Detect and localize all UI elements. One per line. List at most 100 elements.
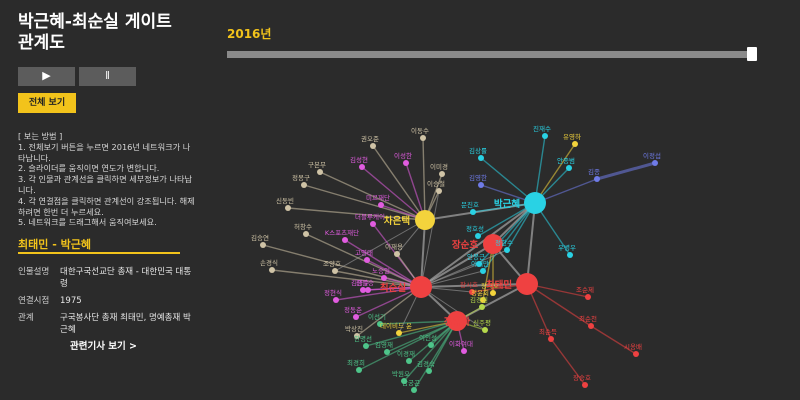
person-node[interactable] [394, 251, 400, 257]
person-node[interactable] [303, 231, 309, 237]
person-node[interactable] [585, 294, 591, 300]
person-node[interactable] [490, 290, 496, 296]
person-node[interactable] [317, 169, 323, 175]
person-node[interactable] [359, 164, 365, 170]
relation-edge[interactable] [480, 157, 536, 204]
person-node[interactable] [353, 314, 359, 320]
person-node[interactable] [378, 202, 384, 208]
person-node[interactable] [403, 160, 409, 166]
person-node[interactable] [411, 387, 417, 393]
person-node[interactable] [332, 268, 338, 274]
person-node[interactable] [420, 135, 426, 141]
person-node[interactable] [428, 342, 434, 348]
relation-edge[interactable] [420, 249, 508, 288]
relation-edge[interactable] [420, 190, 440, 288]
view-all-button[interactable]: 전체 보기 [18, 93, 76, 113]
person-node[interactable] [381, 275, 387, 281]
relation-edge[interactable] [420, 219, 426, 288]
person-node[interactable] [377, 321, 383, 327]
person-node[interactable] [548, 336, 554, 342]
relation-edge[interactable] [287, 207, 426, 221]
person-node[interactable] [461, 348, 467, 354]
relation-edge[interactable] [365, 320, 458, 347]
hub-node[interactable] [415, 210, 435, 230]
relation-edge[interactable] [534, 143, 576, 204]
relation-edge[interactable] [361, 166, 426, 221]
relation-edge[interactable] [534, 178, 598, 204]
person-node[interactable] [356, 367, 362, 373]
person-node[interactable] [572, 141, 578, 147]
relation-edge[interactable] [319, 171, 426, 221]
relation-edge[interactable] [590, 325, 637, 355]
person-node[interactable] [475, 233, 481, 239]
person-node[interactable] [333, 297, 339, 303]
hub-node[interactable] [447, 311, 467, 331]
relation-edge[interactable] [420, 243, 494, 288]
person-node[interactable] [365, 287, 371, 293]
person-node[interactable] [364, 257, 370, 263]
person-node[interactable] [360, 287, 366, 293]
person-node[interactable] [401, 378, 407, 384]
relation-edge[interactable] [596, 161, 656, 181]
person-node[interactable] [470, 209, 476, 215]
person-node[interactable] [370, 221, 376, 227]
relation-edge[interactable] [420, 283, 528, 288]
hub-node[interactable] [524, 192, 546, 214]
person-node[interactable] [582, 382, 588, 388]
relation-edge[interactable] [526, 283, 592, 327]
relation-edge[interactable] [334, 219, 426, 272]
pause-button[interactable]: ǁ [79, 67, 136, 86]
relation-edge[interactable] [356, 286, 422, 337]
play-button[interactable]: ▶ [18, 67, 75, 86]
timeline-slider-handle[interactable] [747, 47, 757, 61]
related-articles-link[interactable]: 관련기사 보기 > [70, 341, 138, 352]
relation-edge[interactable] [534, 135, 546, 204]
relation-edge[interactable] [422, 137, 426, 221]
relation-edge[interactable] [355, 286, 422, 318]
relation-edge[interactable] [482, 202, 536, 272]
person-node[interactable] [301, 182, 307, 188]
relation-edge[interactable] [303, 184, 426, 221]
person-node[interactable] [504, 247, 510, 253]
person-node[interactable] [406, 358, 412, 364]
relation-edge[interactable] [335, 286, 422, 301]
person-node[interactable] [588, 323, 594, 329]
relation-edge[interactable] [334, 270, 422, 288]
person-node[interactable] [476, 261, 482, 267]
relation-edge[interactable] [478, 202, 536, 265]
person-node[interactable] [384, 349, 390, 355]
person-node[interactable] [260, 242, 266, 248]
hub-node[interactable] [410, 276, 432, 298]
relation-edge[interactable] [420, 202, 536, 288]
person-node[interactable] [482, 327, 488, 333]
relation-edge[interactable] [420, 286, 486, 331]
hub-node[interactable] [483, 234, 503, 254]
hub-node[interactable] [516, 273, 538, 295]
person-node[interactable] [436, 188, 442, 194]
person-node[interactable] [285, 205, 291, 211]
person-node[interactable] [567, 252, 573, 258]
person-node[interactable] [480, 297, 486, 303]
relation-edge[interactable] [526, 202, 536, 285]
person-node[interactable] [594, 176, 600, 182]
relation-edge[interactable] [413, 320, 458, 391]
person-node[interactable] [633, 351, 639, 357]
person-node[interactable] [363, 343, 369, 349]
relation-edge[interactable] [550, 338, 586, 386]
person-node[interactable] [426, 368, 432, 374]
person-node[interactable] [342, 237, 348, 243]
relation-edge[interactable] [403, 320, 458, 382]
person-node[interactable] [566, 165, 572, 171]
person-node[interactable] [370, 143, 376, 149]
relation-edge[interactable] [379, 320, 458, 325]
relation-edge[interactable] [358, 320, 458, 371]
graph-nodes[interactable] [260, 133, 658, 393]
person-node[interactable] [269, 267, 275, 273]
person-node[interactable] [478, 155, 484, 161]
person-node[interactable] [478, 182, 484, 188]
person-node[interactable] [480, 268, 486, 274]
person-node[interactable] [479, 304, 485, 310]
relation-edge[interactable] [271, 269, 422, 288]
person-node[interactable] [652, 160, 658, 166]
person-node[interactable] [439, 171, 445, 177]
